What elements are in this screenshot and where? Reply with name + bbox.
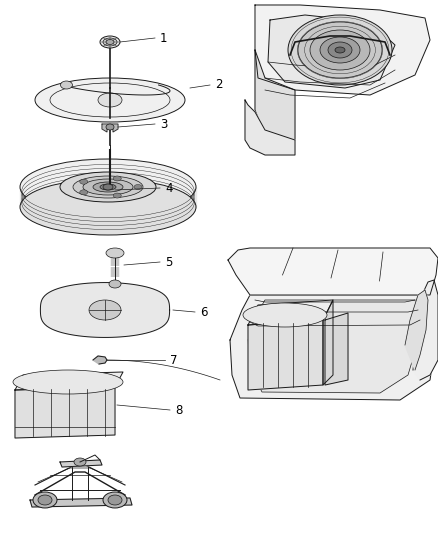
Polygon shape: [15, 387, 115, 438]
Ellipse shape: [109, 280, 121, 288]
Text: 6: 6: [200, 305, 208, 319]
Ellipse shape: [335, 47, 345, 53]
Ellipse shape: [20, 179, 196, 235]
Text: 8: 8: [175, 403, 182, 416]
Ellipse shape: [298, 22, 382, 78]
Polygon shape: [248, 300, 422, 393]
Polygon shape: [230, 295, 438, 400]
Ellipse shape: [89, 300, 121, 320]
Text: 1: 1: [160, 31, 167, 44]
Polygon shape: [30, 498, 132, 507]
Ellipse shape: [103, 184, 113, 190]
Ellipse shape: [113, 193, 121, 198]
Ellipse shape: [106, 248, 124, 258]
Ellipse shape: [83, 179, 133, 195]
Polygon shape: [40, 282, 170, 337]
Polygon shape: [228, 248, 438, 295]
Ellipse shape: [243, 303, 327, 327]
Ellipse shape: [60, 172, 156, 202]
Text: 3: 3: [160, 117, 167, 131]
Ellipse shape: [103, 38, 117, 46]
Ellipse shape: [38, 495, 52, 505]
Ellipse shape: [103, 492, 127, 508]
Ellipse shape: [60, 81, 72, 89]
Polygon shape: [255, 5, 430, 95]
Ellipse shape: [328, 42, 352, 58]
Ellipse shape: [93, 182, 123, 192]
Text: 4: 4: [165, 182, 173, 195]
Polygon shape: [102, 124, 118, 132]
Ellipse shape: [20, 159, 196, 215]
Ellipse shape: [100, 184, 116, 190]
Polygon shape: [245, 100, 295, 155]
Ellipse shape: [73, 176, 143, 198]
Ellipse shape: [320, 37, 360, 63]
Polygon shape: [323, 300, 333, 385]
Ellipse shape: [33, 492, 57, 508]
Ellipse shape: [100, 36, 120, 48]
Polygon shape: [15, 372, 123, 390]
Ellipse shape: [288, 15, 392, 85]
Ellipse shape: [74, 458, 86, 466]
Polygon shape: [60, 460, 102, 467]
Ellipse shape: [134, 184, 142, 190]
Ellipse shape: [80, 179, 88, 184]
Polygon shape: [255, 50, 295, 140]
Ellipse shape: [113, 176, 121, 181]
Ellipse shape: [35, 78, 185, 122]
Ellipse shape: [108, 495, 122, 505]
Polygon shape: [248, 300, 333, 325]
Ellipse shape: [13, 370, 123, 394]
Polygon shape: [20, 187, 196, 207]
Ellipse shape: [310, 30, 370, 70]
Ellipse shape: [106, 124, 114, 130]
Ellipse shape: [98, 93, 122, 107]
Text: 5: 5: [165, 255, 173, 269]
Polygon shape: [413, 280, 438, 380]
Ellipse shape: [106, 39, 114, 44]
Text: 7: 7: [170, 353, 177, 367]
Ellipse shape: [80, 190, 88, 195]
Polygon shape: [325, 313, 348, 385]
Polygon shape: [93, 356, 107, 364]
Polygon shape: [405, 290, 428, 370]
Text: 2: 2: [215, 78, 223, 92]
Polygon shape: [268, 15, 395, 88]
Polygon shape: [248, 320, 323, 390]
